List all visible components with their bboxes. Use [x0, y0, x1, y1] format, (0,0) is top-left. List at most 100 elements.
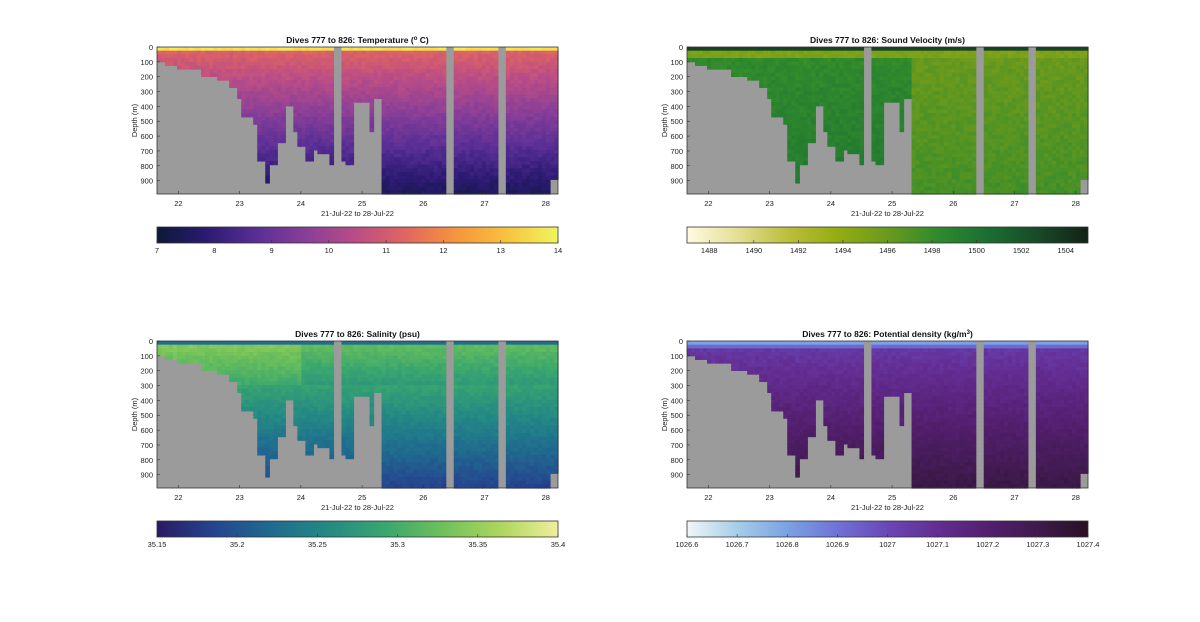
heatmap-cell — [233, 50, 238, 55]
heatmap-cell — [233, 83, 238, 89]
heatmap-cell — [811, 116, 816, 122]
heatmap-cell — [791, 153, 796, 158]
heatmap-cell — [1011, 80, 1017, 85]
heatmap-cell — [999, 157, 1005, 162]
heatmap-cell — [1035, 157, 1041, 162]
heatmap-cell — [987, 182, 993, 188]
heatmap-cell — [875, 94, 881, 100]
heatmap-cell — [481, 83, 487, 89]
heatmap-cell — [795, 113, 800, 118]
heatmap-cell — [767, 65, 772, 70]
heatmap-cell — [775, 105, 780, 111]
heatmap-cell — [457, 171, 463, 177]
heatmap-cell — [549, 124, 555, 129]
heatmap-cell — [353, 91, 359, 96]
heatmap-cell — [269, 113, 274, 118]
heatmap-cell — [875, 113, 881, 118]
heatmap-cell — [1003, 83, 1009, 89]
heatmap-cell — [545, 91, 551, 96]
heatmap-cell — [477, 91, 483, 96]
heatmap-cell — [433, 153, 439, 158]
heatmap-cell — [485, 124, 491, 129]
heatmap-cell — [373, 94, 379, 100]
heatmap-cell — [377, 58, 383, 63]
heatmap-cell — [847, 120, 853, 125]
heatmap-cell — [923, 149, 929, 155]
heatmap-cell — [413, 72, 419, 77]
heatmap-cell — [545, 168, 551, 173]
heatmap-cell — [959, 168, 965, 173]
heatmap-cell — [425, 94, 431, 100]
heatmap-cell — [529, 87, 535, 92]
heatmap-cell — [405, 135, 411, 140]
heatmap-cell — [325, 54, 331, 59]
heatmap-cell — [481, 105, 487, 111]
heatmap-cell — [405, 146, 411, 151]
heatmap-cell — [421, 109, 427, 114]
heatmap-cell — [935, 94, 941, 100]
heatmap-cell — [229, 47, 234, 52]
heatmap-cell — [461, 98, 467, 103]
heatmap-cell — [481, 186, 487, 191]
heatmap-cell — [529, 175, 535, 180]
heatmap-cell — [847, 47, 853, 52]
heatmap-cell — [473, 113, 479, 118]
heatmap-cell — [413, 146, 419, 151]
heatmap-cell — [237, 69, 242, 74]
heatmap-cell — [987, 58, 993, 63]
heatmap-cell — [537, 98, 543, 103]
heatmap-cell — [397, 105, 403, 111]
heatmap-cell — [381, 98, 387, 103]
heatmap-cell — [923, 54, 929, 59]
heatmap-cell — [425, 80, 431, 85]
heatmap-cell — [329, 54, 335, 59]
heatmap-cell — [955, 175, 961, 180]
heatmap-cell — [517, 91, 523, 96]
heatmap-cell — [429, 160, 435, 166]
heatmap-cell — [453, 87, 459, 92]
heatmap-cell — [365, 83, 371, 89]
heatmap-cell — [409, 146, 415, 151]
heatmap-cell — [807, 47, 812, 52]
heatmap-cell — [381, 182, 387, 188]
heatmap-cell — [1015, 54, 1021, 59]
heatmap-cell — [509, 175, 515, 180]
heatmap-cell — [839, 153, 844, 158]
heatmap-cell — [533, 98, 539, 103]
heatmap-cell — [835, 120, 840, 125]
heatmap-cell — [541, 91, 547, 96]
heatmap-cell — [967, 83, 973, 89]
heatmap-cell — [995, 127, 1001, 133]
heatmap-cell — [489, 102, 495, 107]
heatmap-cell — [381, 164, 387, 169]
heatmap-cell — [405, 179, 411, 184]
heatmap-cell — [823, 69, 828, 74]
heatmap-cell — [1043, 135, 1049, 140]
heatmap-cell — [787, 131, 792, 136]
heatmap-cell — [401, 65, 407, 70]
heatmap-cell — [317, 54, 323, 59]
heatmap-cell — [839, 102, 844, 107]
heatmap-cell — [269, 131, 274, 136]
heatmap-cell — [417, 131, 423, 136]
heatmap-cell — [401, 116, 407, 122]
heatmap-cell — [301, 47, 306, 52]
heatmap-cell — [381, 72, 387, 77]
heatmap-cell — [1015, 61, 1021, 66]
heatmap-cell — [409, 138, 415, 144]
heatmap-cell — [321, 61, 327, 66]
heatmap-cell — [521, 146, 527, 151]
heatmap-cell — [955, 54, 961, 59]
heatmap-cell — [1043, 83, 1049, 89]
heatmap-cell — [783, 98, 788, 103]
heatmap-cell — [795, 171, 800, 177]
heatmap-cell — [345, 149, 351, 155]
heatmap-cell — [473, 50, 479, 55]
heatmap-cell — [489, 83, 495, 89]
heatmap-cell — [541, 146, 547, 151]
heatmap-cell — [397, 58, 403, 63]
heatmap-cell — [987, 190, 993, 195]
heatmap-cell — [169, 47, 174, 52]
heatmap-cell — [791, 72, 796, 77]
heatmap-cell — [261, 65, 266, 70]
